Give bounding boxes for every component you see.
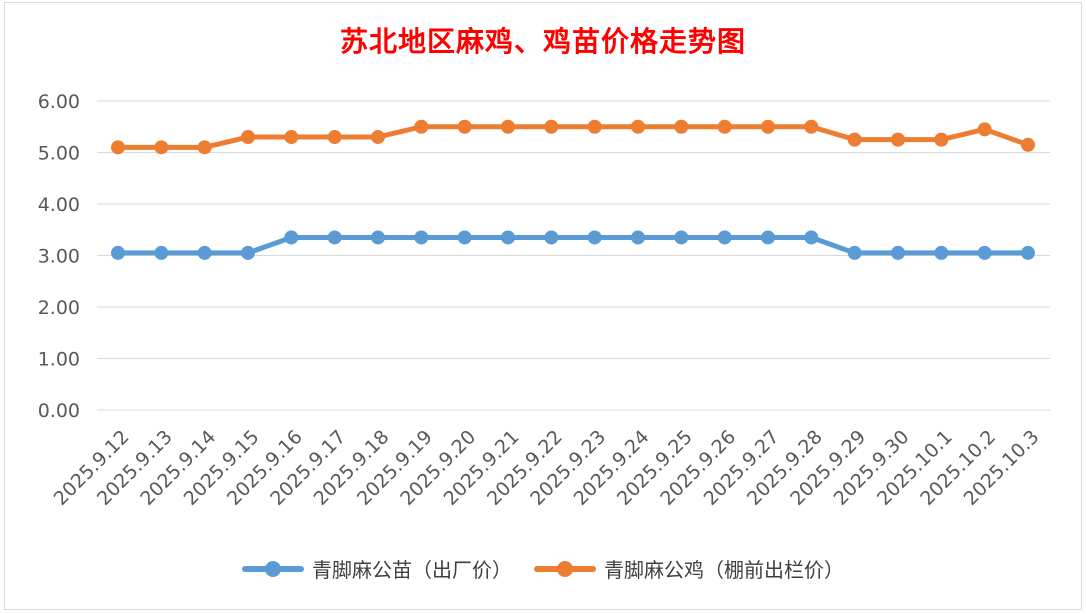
data-point [371, 230, 385, 245]
data-point [111, 140, 125, 155]
data-point [891, 245, 905, 260]
data-point [934, 132, 949, 147]
data-point [587, 230, 602, 245]
data-point [284, 230, 299, 245]
data-point [327, 230, 342, 245]
data-point [111, 245, 125, 260]
data-point [761, 230, 775, 245]
series-line-0 [115, 234, 1031, 256]
data-point [587, 119, 602, 134]
data-point [1021, 137, 1035, 152]
y-tick-label: 6.00 [38, 91, 80, 113]
data-point [847, 132, 862, 147]
y-tick-label: 2.00 [38, 297, 80, 319]
data-point [761, 119, 775, 134]
legend: 青脚麻公苗（出厂价） 青脚麻公鸡（棚前出栏价） [0, 554, 1086, 583]
data-point [717, 119, 732, 134]
data-point [891, 132, 905, 147]
data-point [674, 230, 689, 245]
data-point [501, 119, 515, 134]
data-point [327, 130, 342, 145]
data-point [197, 245, 212, 260]
data-point [631, 119, 645, 134]
data-point [977, 122, 992, 137]
data-point [197, 140, 212, 155]
legend-swatch-rooster [534, 560, 596, 577]
data-point [544, 119, 559, 134]
data-point [977, 245, 992, 260]
data-point [457, 230, 472, 245]
data-point [631, 230, 645, 245]
y-tick-label: 1.00 [38, 349, 80, 371]
series-line-1 [115, 124, 1031, 150]
data-point [457, 119, 472, 134]
data-point [544, 230, 559, 245]
data-point [501, 230, 515, 245]
data-point [154, 140, 169, 155]
chart-frame [4, 2, 1082, 610]
data-point [674, 119, 689, 134]
data-point [414, 119, 429, 134]
y-tick-label: 0.00 [38, 400, 80, 422]
data-point [847, 245, 862, 260]
data-point [717, 230, 732, 245]
data-point [934, 245, 949, 260]
y-tick-label: 4.00 [38, 194, 80, 216]
legend-item-seedling: 青脚麻公苗（出厂价） [242, 554, 512, 583]
data-point [154, 245, 169, 260]
legend-item-rooster: 青脚麻公鸡（棚前出栏价） [534, 554, 844, 583]
legend-label-seedling: 青脚麻公苗（出厂价） [312, 558, 512, 582]
data-point [414, 230, 429, 245]
data-point [1021, 245, 1035, 260]
legend-label-rooster: 青脚麻公鸡（棚前出栏价） [604, 558, 844, 582]
y-tick-label: 3.00 [38, 246, 80, 268]
data-point [804, 230, 819, 245]
data-point [284, 130, 299, 145]
data-point [241, 130, 255, 145]
data-point [804, 119, 819, 134]
y-tick-label: 5.00 [38, 143, 80, 165]
data-point [241, 245, 255, 260]
data-point [371, 130, 385, 145]
chart-title: 苏北地区麻鸡、鸡苗价格走势图 [339, 25, 746, 58]
legend-swatch-seedling [242, 560, 304, 577]
